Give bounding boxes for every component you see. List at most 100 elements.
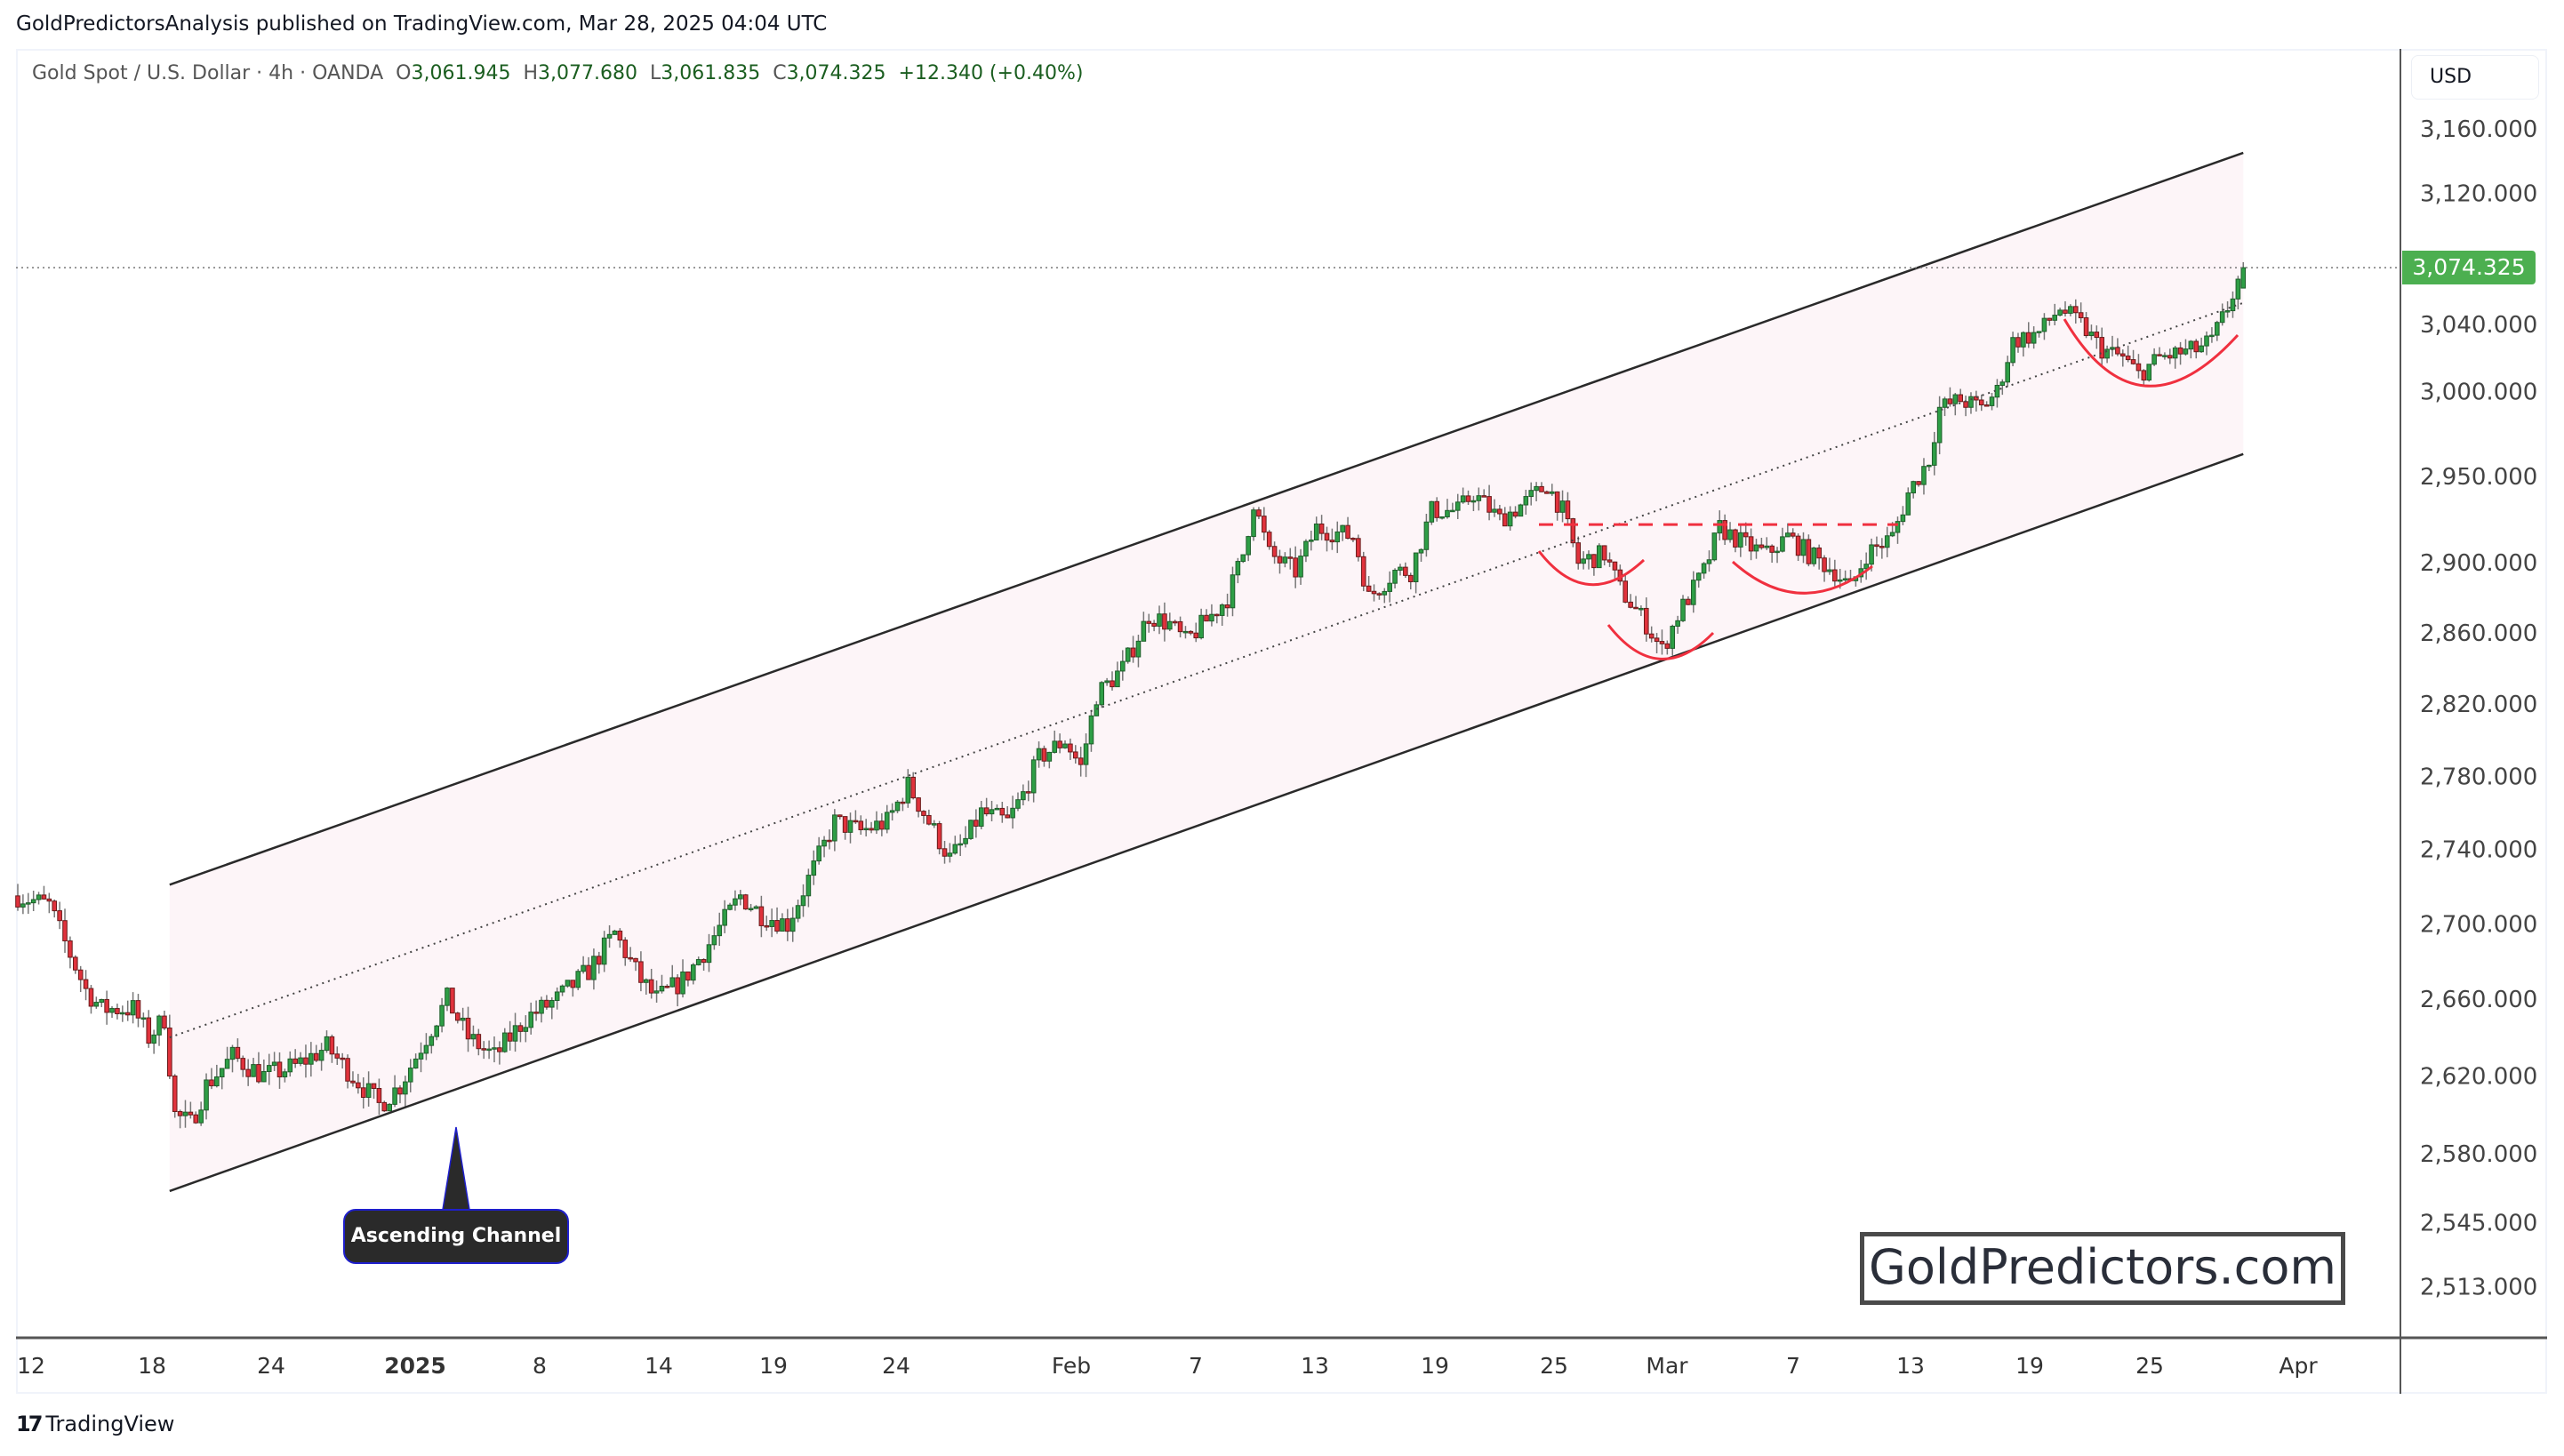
symbol-name[interactable]: Gold Spot / U.S. Dollar · 4h · OANDA — [32, 62, 384, 84]
candle-down — [41, 894, 47, 900]
candle-down — [2047, 317, 2053, 321]
time-tick-label: 14 — [645, 1353, 673, 1379]
arc-right-shoulder — [1732, 560, 1873, 595]
candle-down — [2141, 370, 2147, 381]
candle-up — [2057, 309, 2063, 316]
candle-down — [135, 1000, 141, 1019]
candle-up — [994, 807, 1000, 811]
price-tick-label: 3,040.000 — [2420, 312, 2537, 339]
candle-up — [889, 810, 895, 813]
symbol-legend: Gold Spot / U.S. Dollar · 4h · OANDA O3,… — [32, 62, 1083, 84]
candle-up — [789, 917, 796, 932]
candle-down — [115, 1008, 120, 1014]
candle-up — [780, 918, 785, 932]
candle-up — [99, 998, 105, 1004]
candle-up — [1298, 556, 1303, 578]
candle-up — [2088, 332, 2095, 337]
candle-up — [204, 1079, 209, 1111]
candle-down — [533, 1012, 539, 1014]
candle-down — [916, 797, 921, 812]
change-value: +12.340 (+0.40%) — [898, 62, 1084, 84]
candle-down — [999, 807, 1006, 816]
candle-down — [596, 956, 602, 965]
tradingview-logo[interactable]: 17 TradingView — [16, 1412, 174, 1436]
close-value: 3,074.325 — [786, 62, 886, 84]
candle-down — [1565, 500, 1571, 520]
candle-down — [1643, 607, 1649, 635]
candle-down — [1544, 491, 1550, 494]
candle-up — [1549, 491, 1555, 494]
candle-down — [1659, 641, 1665, 644]
candle-down — [334, 1053, 341, 1059]
candle-up — [318, 1050, 325, 1061]
candle-up — [874, 820, 879, 831]
candle-up — [1182, 630, 1189, 634]
candle-up — [1727, 529, 1733, 540]
candle-up — [439, 1004, 445, 1027]
candle-down — [1664, 643, 1671, 649]
candle-down — [764, 924, 770, 928]
candle-down — [15, 895, 20, 908]
candle-down — [72, 956, 78, 971]
candle-down — [1790, 532, 1796, 537]
candle-down — [68, 940, 73, 958]
channel-lower-line — [169, 452, 2244, 1193]
candle-up — [434, 1025, 439, 1037]
candle-up — [1931, 442, 1937, 466]
candle-down — [1256, 509, 1262, 517]
candle-up — [25, 902, 31, 905]
candle-down — [256, 1064, 261, 1083]
candle-down — [1633, 606, 1639, 610]
candle-up — [251, 1064, 256, 1077]
candle-up — [1157, 613, 1162, 627]
candle-down — [853, 820, 859, 823]
candle-up — [2104, 348, 2110, 359]
candle-down — [1983, 404, 1990, 407]
candle-down — [1041, 748, 1047, 762]
open-value: 3,061.945 — [411, 62, 511, 84]
candle-up — [659, 986, 665, 992]
candle-down — [1151, 622, 1157, 627]
candle-up — [863, 828, 869, 831]
candle-up — [1083, 743, 1089, 765]
candle-down — [1277, 556, 1283, 564]
candle-up — [1905, 492, 1911, 516]
candle-up — [695, 958, 701, 965]
candle-down — [188, 1111, 194, 1116]
candle-up — [559, 985, 565, 993]
candle-down — [685, 971, 691, 981]
candle-down — [360, 1087, 366, 1099]
candle-down — [517, 1025, 524, 1032]
candle-down — [240, 1058, 246, 1070]
candle-up — [1811, 547, 1817, 564]
candle-down — [622, 940, 629, 958]
candle-up — [407, 1068, 413, 1083]
candle-up — [1586, 554, 1591, 560]
candle-up — [2146, 364, 2152, 381]
candle-down — [2099, 337, 2105, 359]
candle-down — [1978, 399, 1984, 406]
candle-down — [1481, 495, 1487, 498]
candle-down — [1293, 557, 1298, 578]
candle-up — [957, 843, 964, 846]
candle-up — [1450, 509, 1455, 513]
currency-button[interactable]: USD — [2411, 55, 2539, 100]
price-tick-label: 2,580.000 — [2420, 1141, 2537, 1168]
candle-down — [1262, 516, 1267, 533]
chart-frame — [16, 49, 2547, 1394]
time-tick-label: 12 — [17, 1353, 45, 1379]
candle-down — [1947, 398, 1953, 404]
candle-up — [308, 1052, 314, 1065]
candle-up — [1999, 381, 2006, 386]
candle-up — [198, 1109, 204, 1124]
candle-up — [1062, 743, 1068, 748]
candle-up — [403, 1081, 408, 1095]
candle-down — [1350, 538, 1356, 540]
candle-up — [1889, 532, 1895, 537]
candle-up — [1115, 670, 1120, 688]
candle-up — [1936, 406, 1943, 444]
candle-down — [2193, 340, 2199, 353]
candle-down — [292, 1058, 298, 1064]
candle-down — [1832, 569, 1838, 582]
